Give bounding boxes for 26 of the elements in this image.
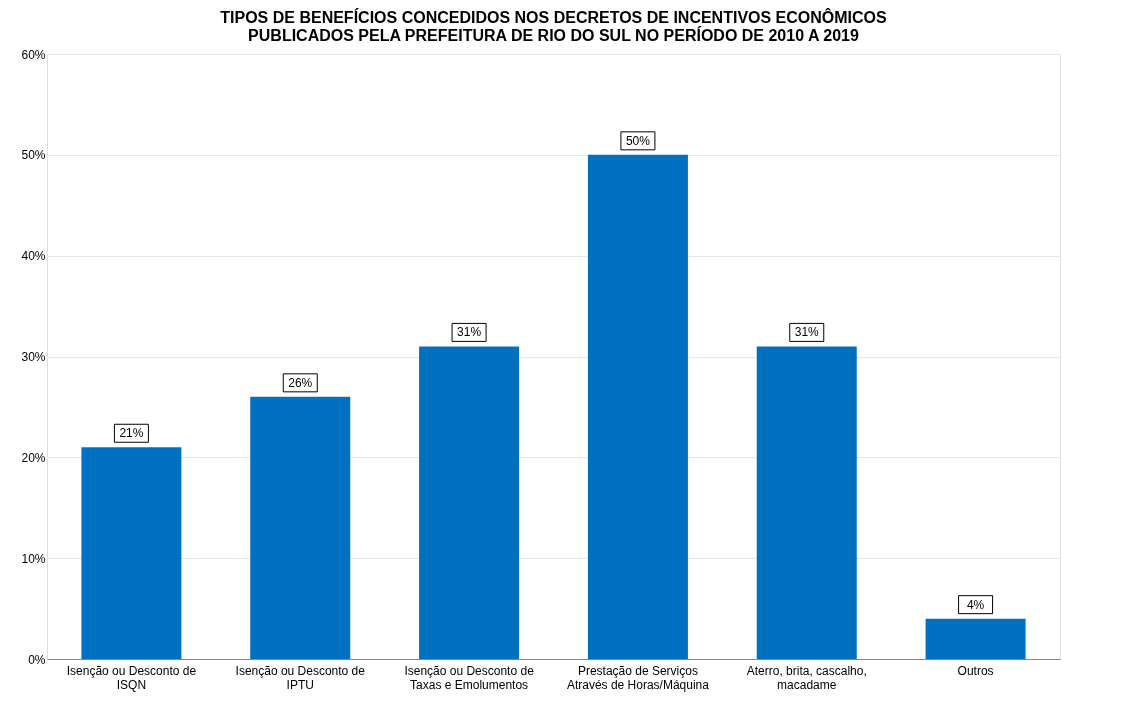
bar <box>587 154 688 659</box>
bar <box>419 346 520 659</box>
bar <box>81 447 182 659</box>
x-tick-label: Aterro, brita, cascalho, macadame <box>746 663 867 692</box>
data-label: 26% <box>288 375 313 390</box>
y-tick-label: 0% <box>28 652 46 667</box>
x-tick-label: Isenção ou Desconto de ISQN <box>66 663 197 692</box>
y-tick-label: 60% <box>21 47 46 62</box>
y-tick-label: 30% <box>21 350 46 364</box>
y-tick-label: 50% <box>21 148 46 163</box>
bar <box>925 618 1026 659</box>
chart-title: TIPOS DE BENEFÍCIOS CONCEDIDOS NOS DECRETOS DE INCENTIVOS ECONÔMICOS PUBLICADOS PELA PREFEITURA DE RIO DO SUL NO PERÍODO DE 2010 A 2019 <box>220 8 888 44</box>
data-label: 50% <box>625 133 651 148</box>
bar <box>250 396 351 659</box>
y-tick-label: 10% <box>21 551 46 566</box>
data-label: 21% <box>119 426 144 441</box>
y-tick-label: 20% <box>21 450 46 465</box>
data-label: 31% <box>794 325 820 340</box>
x-tick-label: Isenção ou Desconto de Taxas e Emolumentos <box>404 663 535 692</box>
bar <box>756 346 857 659</box>
x-tick-label: Isenção ou Desconto de IPTU <box>235 663 366 692</box>
data-label: 31% <box>457 325 482 340</box>
x-tick-label: Outros <box>957 663 994 678</box>
y-tick-label: 40% <box>21 249 46 264</box>
data-label: 4% <box>966 597 985 612</box>
x-tick-label: Prestação de Serviços Através de Horas/Máquina <box>566 663 710 692</box>
